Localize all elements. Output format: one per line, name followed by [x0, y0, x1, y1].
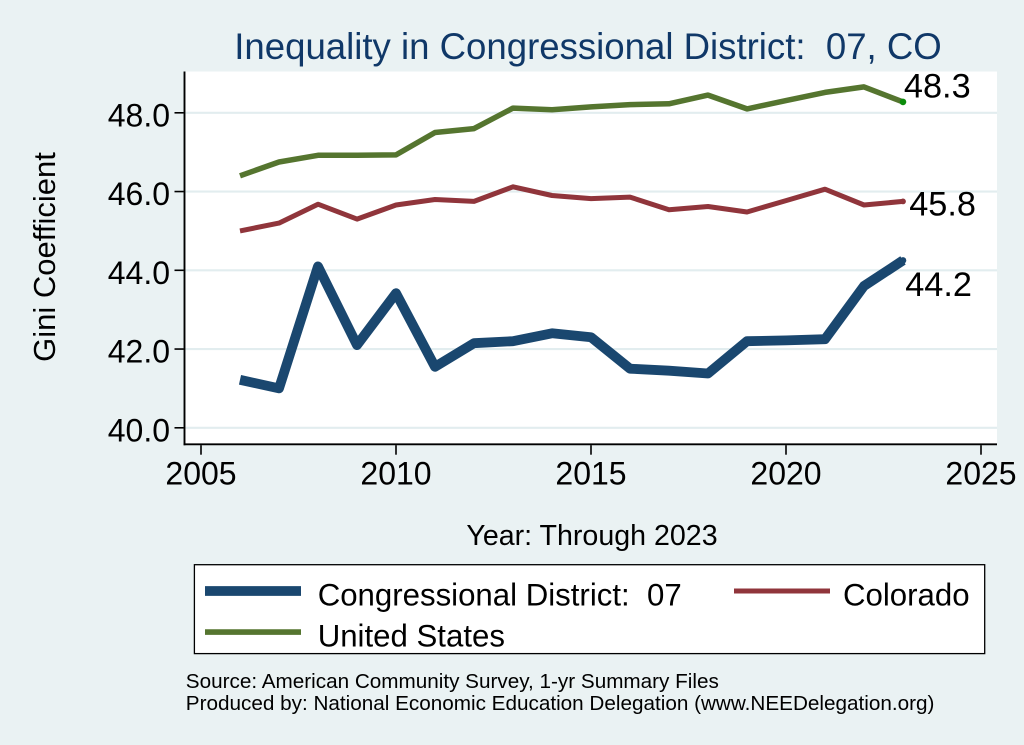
- svg-text:40.0: 40.0: [108, 412, 170, 448]
- svg-text:46.0: 46.0: [108, 176, 170, 212]
- svg-text:45.8: 45.8: [909, 186, 976, 224]
- svg-text:44.2: 44.2: [905, 266, 972, 304]
- svg-text:Produced by: National Economic: Produced by: National Economic Education…: [186, 692, 935, 715]
- svg-text:2020: 2020: [750, 456, 821, 492]
- svg-text:Congressional District: 07: Congressional District: 07: [318, 578, 682, 613]
- svg-text:Colorado: Colorado: [843, 577, 970, 612]
- svg-text:Source: American Community Sur: Source: American Community Survey, 1-yr …: [186, 670, 719, 693]
- svg-text:42.0: 42.0: [108, 334, 170, 370]
- svg-text:2005: 2005: [165, 456, 236, 492]
- svg-text:Year: Through 2023: Year: Through 2023: [466, 520, 717, 552]
- svg-text:48.0: 48.0: [108, 97, 170, 133]
- svg-text:2015: 2015: [555, 456, 626, 492]
- svg-text:Gini Coefficient: Gini Coefficient: [27, 152, 62, 362]
- svg-text:United States: United States: [318, 619, 505, 654]
- svg-text:48.3: 48.3: [904, 68, 971, 106]
- svg-text:2025: 2025: [945, 456, 1016, 492]
- svg-text:Inequality in Congressional Di: Inequality in Congressional District: 07…: [234, 26, 942, 67]
- svg-text:44.0: 44.0: [108, 255, 170, 291]
- svg-text:2010: 2010: [360, 456, 431, 492]
